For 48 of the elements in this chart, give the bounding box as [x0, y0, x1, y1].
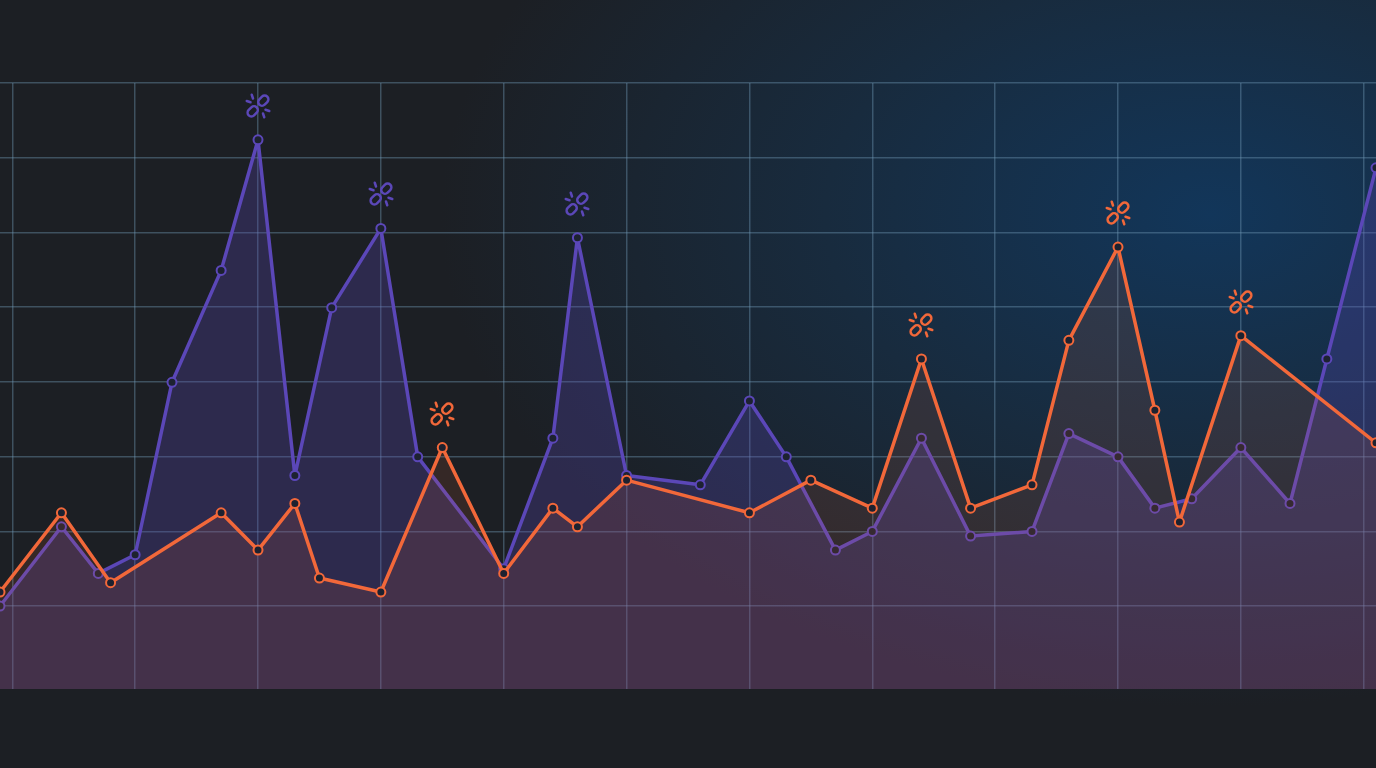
point [1112, 451, 1124, 463]
point [915, 432, 927, 444]
point [436, 442, 448, 454]
point [965, 502, 977, 514]
point [498, 567, 510, 579]
point [743, 395, 755, 407]
point [743, 507, 755, 519]
point [547, 502, 559, 514]
point [1284, 497, 1296, 509]
point [547, 432, 559, 444]
point [129, 549, 141, 561]
point [1235, 330, 1247, 342]
point [1321, 353, 1333, 365]
point [866, 525, 878, 537]
point [1173, 516, 1185, 528]
point [1063, 334, 1075, 346]
point [1149, 502, 1161, 514]
point [915, 353, 927, 365]
point [55, 521, 67, 533]
point [805, 474, 817, 486]
point [105, 577, 117, 589]
point [1235, 442, 1247, 454]
point [289, 497, 301, 509]
point [252, 544, 264, 556]
point [313, 572, 325, 584]
point [571, 232, 583, 244]
point [866, 502, 878, 514]
point [1149, 404, 1161, 416]
point [1026, 479, 1038, 491]
point [621, 474, 633, 486]
point [55, 507, 67, 519]
point [1026, 525, 1038, 537]
point [412, 451, 424, 463]
point [965, 530, 977, 542]
point [1112, 241, 1124, 253]
point [375, 586, 387, 598]
point [375, 222, 387, 234]
point [215, 507, 227, 519]
point [326, 302, 338, 314]
point [571, 521, 583, 533]
point [252, 134, 264, 146]
point [694, 479, 706, 491]
point [215, 264, 227, 276]
point [829, 544, 841, 556]
point [166, 376, 178, 388]
point [289, 470, 301, 481]
point [1063, 428, 1075, 440]
point [780, 451, 792, 463]
